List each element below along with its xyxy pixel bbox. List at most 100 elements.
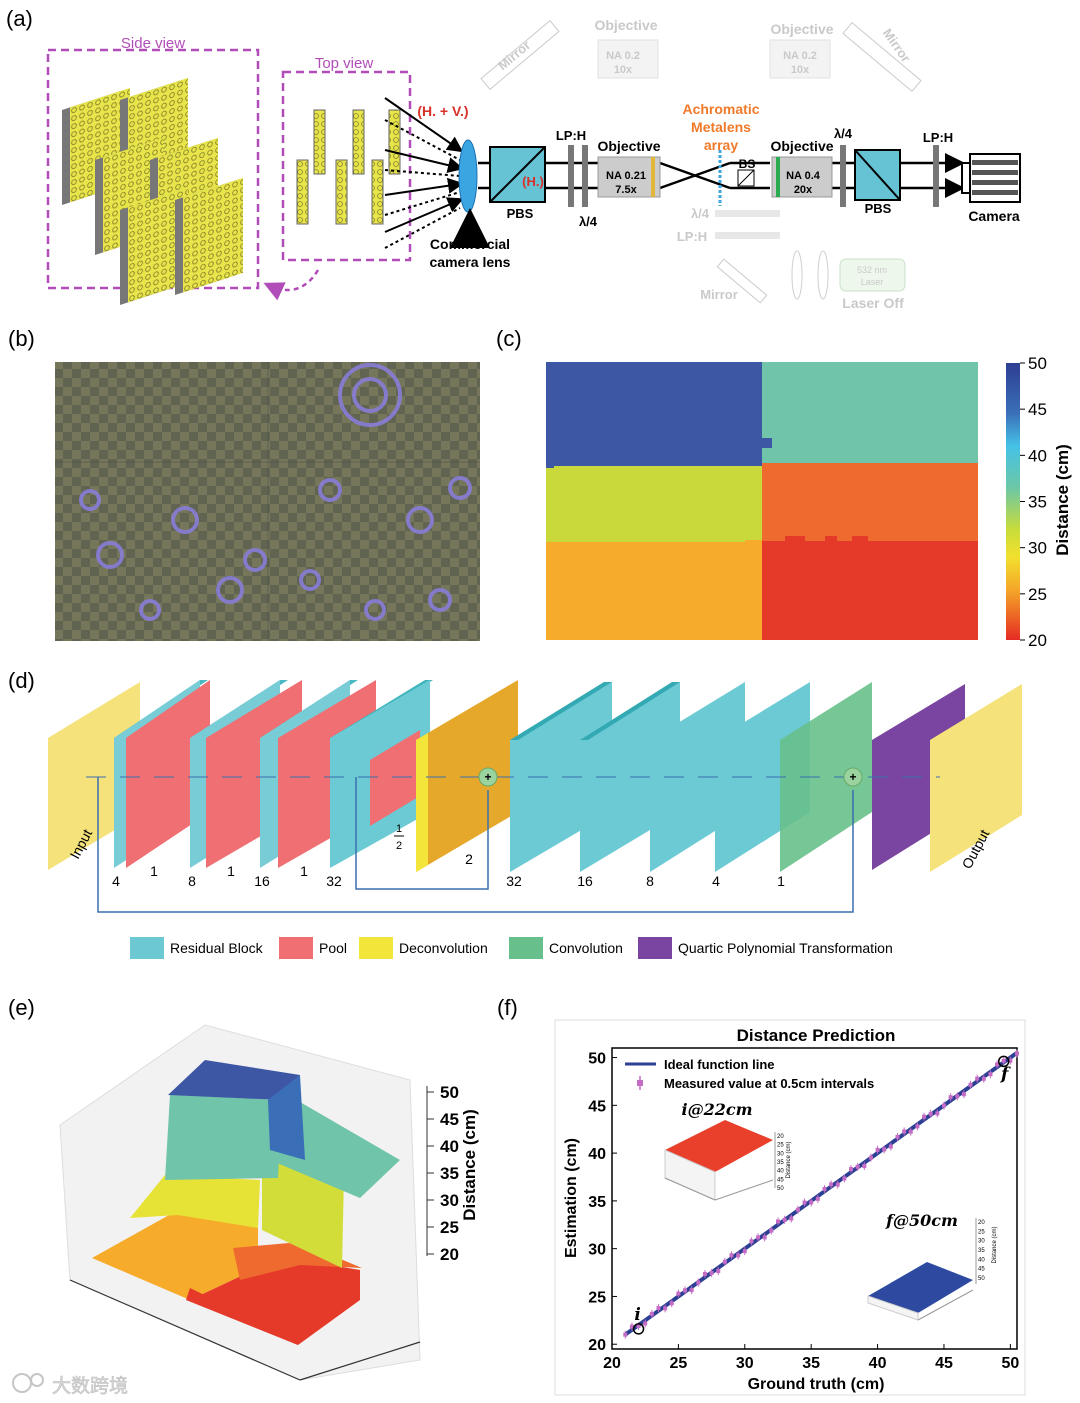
measured-point (915, 1124, 920, 1129)
measured-point (629, 1324, 634, 1329)
view-link-arrow (263, 269, 320, 301)
objective-2-icon (771, 156, 833, 198)
measured-point (968, 1082, 973, 1087)
inset-f-ticks: 20 25 30 35 40 45 50 (978, 1220, 985, 1282)
colorbar (1006, 363, 1020, 640)
svg-text:+: + (849, 770, 856, 784)
network-legend: Residual Block Pool Deconvolution Convoluti… (130, 937, 893, 959)
measured-point (809, 1200, 814, 1205)
y-tick-label: 45 (588, 1098, 606, 1115)
measured-point (789, 1216, 794, 1221)
pbs-2-diagonal (854, 149, 901, 201)
y-tick-label: 25 (588, 1289, 606, 1306)
ghost-lambda4-label: λ/4 (691, 206, 710, 221)
zaxis-tick-label: 50 (440, 1083, 459, 1102)
inset-tick-label: 20 (777, 1134, 784, 1140)
measured-point (742, 1249, 747, 1254)
legend-swatch (359, 937, 393, 959)
panel-b-letter: (b) (8, 326, 35, 351)
measured-point (1008, 1058, 1013, 1063)
inset-i (664, 1120, 776, 1201)
measured-point (835, 1182, 840, 1187)
inset-f (867, 1218, 977, 1321)
inset-tick-label: 35 (777, 1160, 784, 1166)
measured-point (643, 1321, 648, 1326)
captured-image (55, 362, 480, 641)
laser-label: 532 nm (857, 265, 887, 275)
measured-point (689, 1288, 694, 1293)
measured-point (729, 1253, 734, 1258)
colorbar-ticks: 50 45 40 35 30 25 20 (1020, 354, 1047, 650)
objective-1-label: Objective (597, 138, 660, 154)
measured-point (842, 1176, 847, 1181)
channel-label: 8 (646, 873, 654, 889)
measured-point (676, 1291, 681, 1296)
hv-label: (H. + V.) (417, 103, 468, 119)
measured-point (649, 1311, 654, 1316)
inset-f-zlabel: Distance (cm) (992, 1226, 998, 1263)
channel-label: 4 (712, 873, 720, 889)
surface-zlabel: Distance (cm) (460, 1109, 479, 1220)
y-tick-label: 20 (588, 1337, 606, 1354)
measured-point (722, 1259, 727, 1264)
ghost-objective-2-na: NA 0.2 (783, 50, 817, 62)
annotation-marker (997, 1055, 1010, 1068)
channel-label: 4 (112, 873, 120, 889)
measured-point (1015, 1051, 1019, 1056)
channel-label: 1 (150, 863, 158, 879)
y-tick-label: 35 (588, 1194, 606, 1211)
measured-point (829, 1182, 834, 1187)
measured-point (849, 1167, 854, 1172)
measured-point (1001, 1058, 1006, 1063)
inset-tick-label: 50 (777, 1186, 784, 1192)
metalens-label-1: Achromatic (682, 101, 759, 117)
svg-text:+: + (484, 770, 491, 784)
measured-point (948, 1095, 953, 1100)
zaxis-tick-label: 30 (440, 1191, 459, 1210)
zaxis-tick-label: 35 (440, 1164, 459, 1183)
x-tick-label: 45 (935, 1355, 953, 1372)
inset-tick-label: 25 (777, 1143, 784, 1149)
metalens-label-3: array (704, 137, 738, 153)
legend-swatch (509, 937, 543, 959)
measured-point (756, 1235, 761, 1240)
measured-point (775, 1219, 780, 1224)
top-view-label: Top view (315, 55, 374, 72)
zaxis-tick-label: 25 (440, 1218, 459, 1237)
ghost-objective-2-label: Objective (770, 21, 833, 37)
half-numerator: 1 (396, 823, 402, 835)
legend-swatch (638, 937, 672, 959)
inset-tick-label: 50 (978, 1276, 985, 1282)
measured-point (702, 1271, 707, 1276)
pbs-2-label: PBS (865, 201, 892, 216)
network-diagram: Input Output + + (48, 680, 1022, 913)
side-view-plates (62, 77, 243, 305)
measured-point (875, 1147, 880, 1152)
zaxis-tick-label: 45 (440, 1110, 459, 1129)
ghost-objective-2-mag: 10x (791, 64, 810, 76)
measured-point (656, 1306, 661, 1311)
panel-c-letter: (c) (496, 326, 522, 351)
x-tick-label: 20 (603, 1355, 621, 1372)
channel-label: 2 (465, 851, 473, 867)
x-axis-label: Ground truth (cm) (748, 1376, 885, 1393)
channel-label: 1 (300, 863, 308, 879)
lp-h-1-label: LP:H (556, 128, 586, 143)
measured-point (935, 1111, 940, 1116)
colorbar-tick-label: 30 (1028, 539, 1047, 558)
objective-2-ring (776, 157, 780, 197)
measured-point (802, 1200, 807, 1205)
channel-label: 16 (254, 873, 270, 889)
measured-point (749, 1239, 754, 1244)
colorbar-tick-label: 40 (1028, 446, 1047, 465)
zaxis-tick-label: 40 (440, 1137, 459, 1156)
measured-point (961, 1092, 966, 1097)
watermark: 大数跨境 (12, 1373, 128, 1397)
measured-point (868, 1155, 873, 1160)
channel-label: 1 (777, 873, 785, 889)
measured-point (716, 1269, 721, 1274)
camera-lens-icon (458, 139, 478, 213)
lambda4-1-icon (582, 145, 588, 207)
inset-f-surface (868, 1262, 973, 1313)
ghost-objective-1-na: NA 0.2 (606, 50, 640, 62)
